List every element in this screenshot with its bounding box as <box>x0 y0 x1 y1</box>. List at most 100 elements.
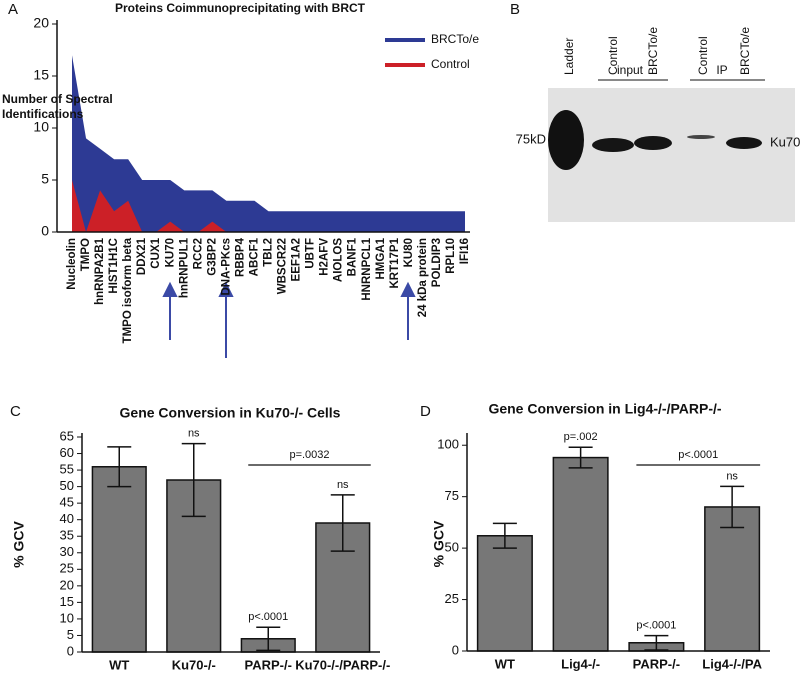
lane-label: Control <box>606 36 620 75</box>
area <box>72 55 465 233</box>
bar <box>552 456 609 652</box>
x-tick-label: Nucleolin <box>66 238 78 290</box>
y-tick-label: 0 <box>452 642 459 657</box>
x-tick-label: PARP-/- <box>633 656 680 671</box>
y-tick-label: 50 <box>60 478 74 493</box>
x-tick-label: EEF1A2 <box>291 238 303 281</box>
blot-band <box>592 138 634 152</box>
x-tick-label: Ku70-/-/PARP-/- <box>295 657 390 672</box>
y-tick-label: 35 <box>60 528 74 543</box>
x-tick-label: PARP-/- <box>245 657 292 672</box>
area <box>72 180 465 232</box>
y-tick-label: 20 <box>33 15 49 31</box>
y-tick-label: 60 <box>60 445 74 460</box>
y-tick-label: 0 <box>41 223 49 239</box>
y-tick-label: 100 <box>437 437 459 452</box>
x-tick-label: TMPO <box>80 238 92 271</box>
annotation: p<.0001 <box>678 449 718 461</box>
chart-title: Gene Conversion in Ku70-/- Cells <box>120 405 341 421</box>
lane-label: BRCTo/e <box>646 27 660 75</box>
y-tick-label: 65 <box>60 428 74 443</box>
marker-label: 75kD <box>516 131 546 146</box>
chart-title: Gene Conversion in Lig4-/-/PARP-/- <box>488 401 721 417</box>
panel-letter: A <box>8 1 18 18</box>
legend-label: Control <box>431 57 470 71</box>
y-tick-label: 40 <box>60 511 74 526</box>
blot-band <box>634 136 672 150</box>
lane-label: BRCTo/e <box>738 27 752 75</box>
x-tick-label: Lig4-/-/PA <box>702 656 762 671</box>
chart-title: Proteins Coimmunoprecipitating with BRCT <box>115 1 366 15</box>
x-tick-label: ABCF1 <box>248 237 260 276</box>
y-tick-label: 15 <box>33 67 49 83</box>
x-tick-label: G3BP2 <box>206 238 218 276</box>
lane-label: Control <box>696 36 710 75</box>
panel-letter: D <box>420 403 431 420</box>
y-tick-label: 0 <box>67 643 74 658</box>
x-tick-label: AIOLOS <box>333 238 345 282</box>
bar <box>476 535 533 652</box>
x-tick-label: IFI16 <box>459 238 471 264</box>
x-tick-label: Lig4-/- <box>561 656 600 671</box>
annotation: ns <box>337 479 349 491</box>
x-tick-label: KRT17P1 <box>389 237 401 288</box>
y-tick-label: 20 <box>60 577 74 592</box>
y-tick-label: 25 <box>60 561 74 576</box>
panel-letter: B <box>510 1 520 18</box>
x-tick-label: HNRNPCL1 <box>361 237 373 300</box>
x-tick-label: RPL10 <box>445 238 457 274</box>
x-tick-label: KU80 <box>403 238 415 267</box>
x-tick-label: WT <box>109 657 129 672</box>
group-label: IP <box>716 63 727 77</box>
group-label: input <box>617 63 644 77</box>
x-tick-label: DNA-PKcs <box>220 238 232 296</box>
panel-letter: C <box>10 403 21 420</box>
y-tick-label: 55 <box>60 462 74 477</box>
x-tick-label: DDX21 <box>136 237 148 275</box>
x-tick-label: hnRNPUL1 <box>178 237 190 298</box>
y-tick-label: 30 <box>60 544 74 559</box>
y-tick-label: 75 <box>445 488 459 503</box>
x-tick-label: WBSCR22 <box>277 238 289 294</box>
y-tick-label: 5 <box>67 627 74 642</box>
x-tick-label: RCC2 <box>192 238 204 269</box>
blot-image <box>548 88 795 222</box>
x-tick-label: Ku70-/- <box>172 657 216 672</box>
bar <box>91 466 147 653</box>
y-tick-label: 45 <box>60 495 74 510</box>
annotation: p<.0001 <box>248 611 288 623</box>
x-tick-label: TBL2 <box>263 238 275 267</box>
x-tick-label: KU70 <box>164 238 176 267</box>
x-tick-label: BANF1 <box>347 237 359 276</box>
x-tick-label: H2AFV <box>319 238 331 276</box>
x-tick-label: HIST1H1C <box>108 238 120 294</box>
annotation: p<.0001 <box>636 619 676 631</box>
x-tick-label: UBTF <box>305 238 317 269</box>
x-tick-label: POLDIP3 <box>431 238 443 287</box>
lane-label: Ladder <box>562 38 576 75</box>
y-axis-label: Identifications <box>2 107 84 121</box>
annotation: p=.0032 <box>289 449 329 461</box>
x-tick-label: hnRNPA2B1 <box>94 237 106 304</box>
blot-band <box>726 137 762 149</box>
y-tick-label: 10 <box>33 119 49 135</box>
y-tick-label: 5 <box>41 171 49 187</box>
x-tick-label: CUX1 <box>150 237 162 268</box>
arrows <box>162 281 416 358</box>
x-tick-label: HMGA1 <box>375 237 387 279</box>
x-tick-label: WT <box>495 656 515 671</box>
annotation: p=.002 <box>564 431 598 443</box>
blot-band <box>687 135 715 139</box>
x-tick-label: TMPO isoform beta <box>122 237 134 343</box>
blot-band <box>548 110 584 170</box>
y-tick-label: 25 <box>445 591 459 606</box>
y-tick-label: 15 <box>60 594 74 609</box>
y-axis-label: % GCV <box>431 520 447 567</box>
x-tick-label: 24 kDa protein <box>417 238 429 317</box>
annotation: ns <box>726 470 738 482</box>
y-tick-label: 10 <box>60 610 74 625</box>
y-tick-label: 50 <box>445 540 459 555</box>
bar <box>704 506 761 652</box>
legend-label: BRCTo/e <box>431 32 479 46</box>
